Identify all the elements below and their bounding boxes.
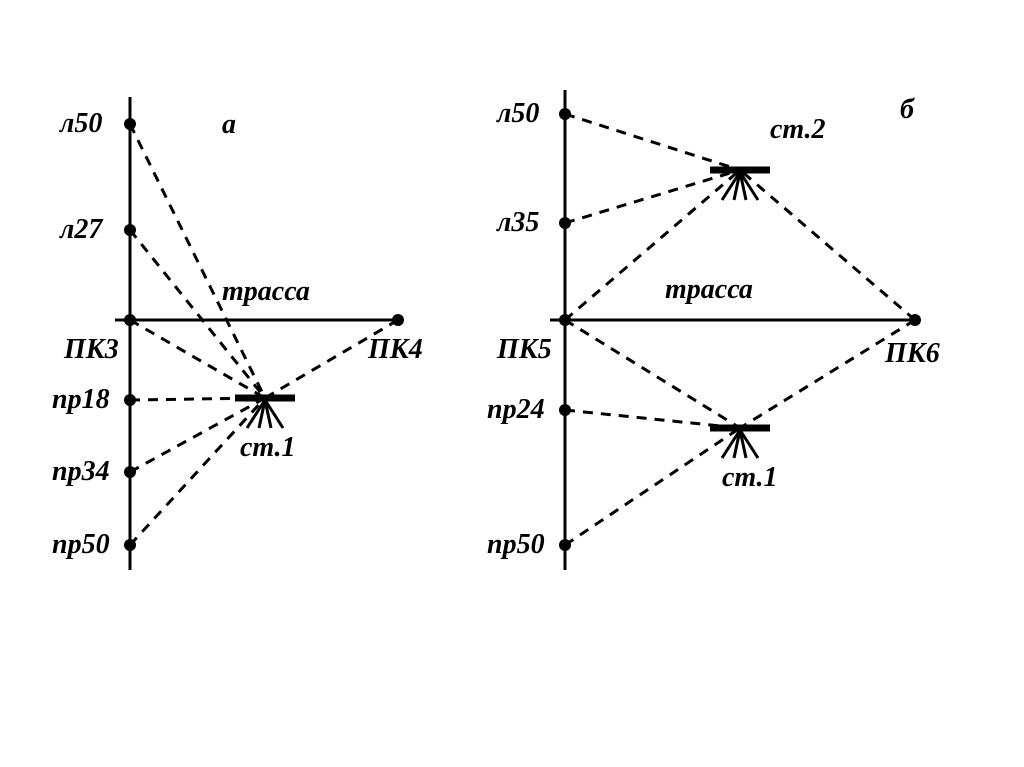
trassa-label-b: трасса — [665, 274, 753, 305]
label-pr34: пр34 — [52, 456, 110, 487]
sight-pk6-st2 — [740, 170, 915, 320]
label-l50: л50 — [496, 98, 539, 129]
sight-l35-st2 — [565, 170, 740, 223]
label-pr24: пр24 — [487, 394, 545, 425]
sight-pr50-st1 — [130, 398, 265, 545]
label-pk4: ПК4 — [367, 334, 423, 365]
label-pr50: пр50 — [52, 529, 110, 560]
label-pr18: пр18 — [52, 384, 110, 415]
point-pk3 — [124, 314, 136, 326]
label-pk5: ПК5 — [496, 334, 552, 365]
label-l27: л27 — [59, 214, 103, 245]
label-l35: л35 — [496, 207, 539, 238]
station-label-st1: ст.1 — [722, 462, 778, 493]
station-st1 — [235, 398, 295, 428]
point-pr50 — [124, 539, 136, 551]
point-pr34 — [124, 466, 136, 478]
label-pk6: ПК6 — [884, 338, 940, 369]
point-pr24 — [559, 404, 571, 416]
point-l27 — [124, 224, 136, 236]
point-l50 — [124, 118, 136, 130]
point-pk4 — [392, 314, 404, 326]
panel-b: ст.2 ст.1 л50 л35 ПК5 ПК6 пр24 пр50 трасса б — [487, 90, 940, 570]
sight-pk6-st1 — [740, 320, 915, 428]
label-pr50: пр50 — [487, 529, 545, 560]
point-l50 — [559, 108, 571, 120]
trassa-label-a: трасса — [222, 276, 310, 307]
point-pk5 — [559, 314, 571, 326]
point-l35 — [559, 217, 571, 229]
point-pr18 — [124, 394, 136, 406]
panel-a: ст.1 л50 л27 ПК3 ПК4 пр18 пр34 пр50 трасса а — [52, 97, 423, 570]
label-pk3: ПК3 — [63, 334, 119, 365]
panel-tag-a: а — [222, 109, 236, 140]
station-label-st1: ст.1 — [240, 432, 296, 463]
sight-pr50-st1 — [565, 428, 740, 545]
point-pr50 — [559, 539, 571, 551]
station-st2 — [710, 170, 770, 200]
station-label-st2: ст.2 — [770, 114, 826, 145]
point-pk6 — [909, 314, 921, 326]
panel-tag-b: б — [900, 94, 915, 125]
sight-l27-st1 — [130, 230, 265, 398]
sight-l50-st2 — [565, 114, 740, 170]
label-l50: л50 — [59, 108, 102, 139]
sight-l50-st1 — [130, 124, 265, 398]
